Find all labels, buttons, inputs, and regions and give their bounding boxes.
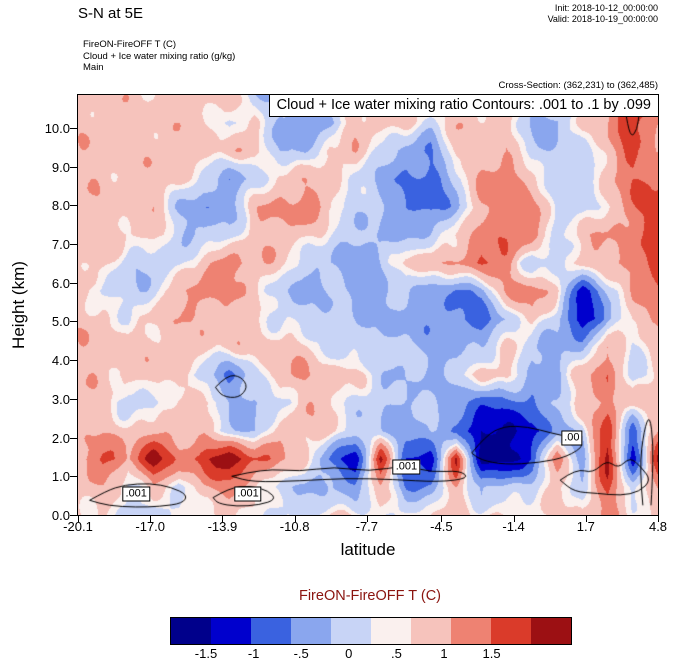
y-tick-mark	[70, 166, 77, 168]
y-tick-mark	[70, 437, 77, 439]
colorbar-labels: -1.5 -1 -.5 0 .5 1 1.5	[170, 646, 570, 662]
field-description-block: FireON-FireOFF T (C) Cloud + Ice water m…	[83, 39, 235, 74]
colorbar-segment	[211, 618, 251, 644]
x-tick-label: 1.7	[576, 519, 595, 534]
init-time-label: Init: 2018-10-12_00:00:00	[554, 3, 658, 13]
colorbar-tick-label: -.5	[293, 646, 309, 661]
y-tick-label: 8.0	[51, 198, 70, 214]
y-tick-mark	[70, 476, 77, 478]
y-tick-label: 1.0	[51, 469, 70, 485]
x-tick-label: -13.9	[207, 519, 238, 534]
colorbar-tick-label: 0	[345, 646, 353, 661]
x-tick-mark	[78, 516, 79, 522]
contour-value-label: .001	[392, 459, 421, 475]
colorbar-tick-label: .5	[390, 646, 402, 661]
fill-field-label: FireON-FireOFF T (C)	[83, 39, 177, 50]
y-tick-label: 6.0	[51, 275, 70, 291]
page-title: S-N at 5E	[78, 5, 144, 22]
x-tick-label: -10.8	[279, 519, 310, 534]
contour-value-label: .001	[234, 486, 262, 502]
valid-time-label: Valid: 2018-10-19_00:00:00	[547, 14, 658, 24]
colorbar-tick-label: -1.5	[194, 646, 218, 661]
y-tick-label: 3.0	[51, 391, 70, 407]
contour-field-label: Cloud + Ice water mixing ratio (g/kg)	[83, 50, 236, 62]
x-tick-label: -17.0	[135, 519, 166, 534]
y-axis-title: Height (km)	[9, 261, 28, 349]
domain-label: Main	[83, 62, 104, 73]
x-tick-label: -7.7	[355, 519, 379, 534]
y-tick-mark	[70, 205, 77, 207]
colorbar-tick-label: 1	[440, 646, 448, 661]
colorbar-tick-label: -1	[247, 646, 260, 661]
colorbar-segment	[491, 618, 531, 644]
y-tick-label: 5.0	[51, 314, 70, 330]
colorbar	[170, 617, 572, 645]
contour-value-label: .00	[561, 430, 583, 446]
x-tick-label: -20.1	[63, 519, 93, 534]
colorbar-segment	[411, 618, 451, 644]
plot-frame: Cloud + Ice water mixing ratio Contours:…	[77, 94, 659, 516]
x-axis-title: latitude	[340, 540, 396, 559]
x-tick-label: 4.8	[648, 519, 668, 534]
colorbar-segment	[171, 618, 211, 644]
y-tick-mark	[70, 398, 77, 400]
plot-overlay: Cloud + Ice water mixing ratio Contours:…	[78, 94, 659, 515]
y-tick-mark	[70, 360, 77, 362]
y-tick-label: 4.0	[51, 353, 70, 369]
colorbar-tick-label: 1.5	[482, 646, 501, 661]
x-tick-label: -1.4	[502, 519, 525, 534]
y-tick-mark	[70, 282, 77, 284]
x-tick-label: -4.5	[430, 519, 453, 534]
y-tick-label: 2.0	[51, 430, 70, 446]
y-tick-mark	[70, 127, 77, 129]
y-tick-mark	[70, 321, 77, 323]
y-tick-label: 7.0	[51, 237, 70, 253]
x-tick-mark	[441, 516, 443, 522]
y-tick-label: 9.0	[51, 159, 70, 175]
y-tick-label: 0.0	[51, 508, 70, 523]
x-tick-mark	[658, 516, 659, 522]
x-tick-mark	[150, 516, 152, 522]
contour-value-label: .001	[122, 486, 150, 502]
colorbar-segment	[291, 618, 331, 644]
y-tick-mark	[70, 244, 77, 246]
x-tick-mark	[366, 516, 368, 522]
x-tick-mark	[294, 516, 296, 522]
colorbar-segment	[451, 618, 491, 644]
legend-title: FireON-FireOFF T (C)	[298, 588, 442, 604]
colorbar-segment	[371, 618, 411, 644]
colorbar-segment	[251, 618, 291, 644]
contour-info-box: Cloud + Ice water mixing ratio Contours:…	[268, 94, 659, 117]
x-tick-mark	[222, 516, 224, 522]
y-tick-mark	[70, 515, 77, 516]
init-valid-block: Init: 2018-10-12_00:00:00 Valid: 2018-10…	[548, 3, 658, 25]
colorbar-segment	[331, 618, 371, 644]
x-tick-mark	[513, 516, 515, 522]
x-tick-mark	[585, 516, 587, 522]
cross-section-label: Cross-Section: (362,231) to (362,485)	[498, 80, 658, 91]
y-tick-label: 10.0	[44, 120, 70, 136]
colorbar-segment	[531, 618, 571, 644]
